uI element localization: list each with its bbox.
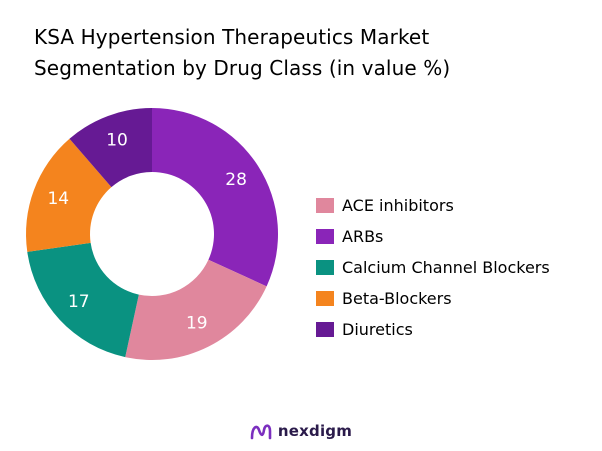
legend-swatch — [316, 198, 334, 213]
legend-item-arbs: ARBs — [316, 221, 550, 252]
slice-calcium-channel-blockers — [27, 242, 139, 358]
legend-label: Calcium Channel Blockers — [342, 258, 550, 277]
slice-arbs — [152, 108, 278, 287]
slice-beta-blockers — [25, 138, 112, 252]
slice-value-label-arbs: 28 — [225, 170, 247, 190]
chart-title: KSA Hypertension Therapeutics Market Seg… — [34, 22, 554, 84]
legend-label: Diuretics — [342, 320, 413, 339]
legend-swatch — [316, 229, 334, 244]
legend-label: Beta-Blockers — [342, 289, 452, 308]
legend-label: ARBs — [342, 227, 384, 246]
slice-value-label-calcium-channel-blockers: 17 — [68, 292, 90, 312]
legend-item-diuretics: Diuretics — [316, 314, 550, 345]
legend-item-ace-inhibitors: ACE inhibitors — [316, 190, 550, 221]
chart-legend: ACE inhibitors ARBs Calcium Channel Blocke… — [316, 190, 550, 345]
chart-title-line-1: KSA Hypertension Therapeutics Market — [34, 25, 430, 49]
slice-value-label-beta-blockers: 14 — [47, 189, 69, 209]
nexdigm-logo-icon — [250, 424, 272, 440]
legend-label: ACE inhibitors — [342, 196, 454, 215]
legend-item-calcium-channel-blockers: Calcium Channel Blockers — [316, 252, 550, 283]
chart-title-line-2: Segmentation by Drug Class (in value %) — [34, 56, 451, 80]
slice-diuretics — [69, 108, 152, 188]
brand-footer: nexdigm — [0, 421, 602, 441]
legend-swatch — [316, 260, 334, 275]
slice-ace-inhibitors — [125, 259, 267, 361]
legend-swatch — [316, 322, 334, 337]
slice-value-label-diuretics: 10 — [106, 130, 128, 150]
legend-item-beta-blockers: Beta-Blockers — [316, 283, 550, 314]
legend-swatch — [316, 291, 334, 306]
brand-name: nexdigm — [277, 422, 353, 440]
slice-value-label-ace-inhibitors: 19 — [186, 313, 208, 333]
